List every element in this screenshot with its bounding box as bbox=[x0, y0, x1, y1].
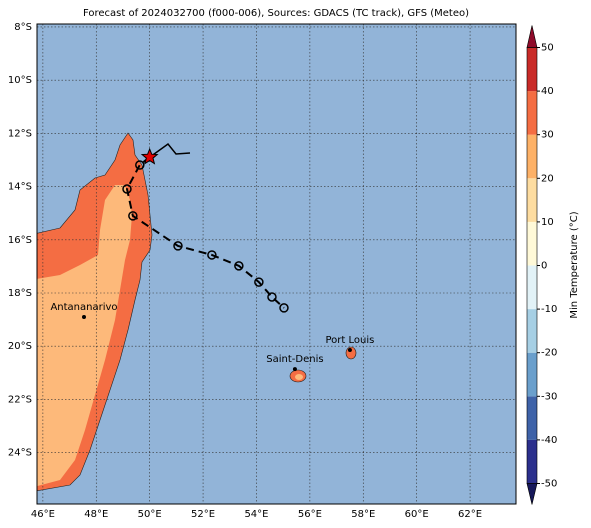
colorbar-band bbox=[527, 265, 537, 310]
y-tick-label: 18°S bbox=[8, 288, 32, 299]
place-dot bbox=[347, 347, 352, 352]
x-tick-label: 58°E bbox=[351, 509, 375, 520]
y-tick-label: 10°S bbox=[8, 75, 32, 86]
place-label: Port Louis bbox=[326, 335, 375, 346]
y-tick-label: 20°S bbox=[8, 341, 32, 352]
colorbar-tick-label: 0 bbox=[541, 261, 547, 272]
land bbox=[37, 132, 357, 492]
track-point bbox=[234, 261, 244, 271]
track-point bbox=[173, 241, 183, 251]
track-point bbox=[207, 250, 217, 260]
colorbar-tick-label: -10 bbox=[541, 304, 557, 315]
colorbar-under bbox=[526, 483, 538, 505]
y-tick-label: 14°S bbox=[8, 182, 32, 193]
colorbar-band bbox=[527, 309, 537, 353]
colorbar-band bbox=[527, 134, 537, 179]
colorbar-band bbox=[527, 352, 537, 397]
x-tick-label: 54°E bbox=[244, 509, 268, 520]
current-position bbox=[140, 147, 159, 165]
colorbar-tick-label: 10 bbox=[541, 217, 554, 228]
colorbar-over bbox=[526, 25, 538, 48]
colorbar-tick-label: 40 bbox=[541, 86, 554, 97]
x-tick-label: 46°E bbox=[31, 509, 55, 520]
colorbar-band bbox=[527, 439, 537, 484]
place-label: Antananarivo bbox=[50, 302, 117, 313]
colorbar-tick-label: 20 bbox=[541, 173, 554, 184]
forecast-track bbox=[125, 156, 285, 309]
colorbar-tick-label: 50 bbox=[541, 43, 554, 54]
colorbar-tick-label: -20 bbox=[541, 348, 557, 359]
place-label: Saint-Denis bbox=[266, 354, 323, 365]
colorbar-tick-label: -30 bbox=[541, 391, 557, 402]
colorbar-band bbox=[527, 396, 537, 440]
reunion-inner bbox=[295, 374, 303, 380]
colorbar-band bbox=[527, 91, 537, 135]
past-track bbox=[149, 142, 191, 158]
colorbar-band bbox=[527, 221, 537, 266]
title: Forecast of 2024032700 (f000-006), Sourc… bbox=[83, 8, 469, 19]
y-tick-label: 8°S bbox=[14, 22, 32, 33]
x-tick-label: 56°E bbox=[298, 509, 322, 520]
y-tick-label: 16°S bbox=[8, 235, 32, 246]
track-point bbox=[267, 292, 277, 302]
place-dot bbox=[292, 367, 297, 372]
track-point bbox=[135, 160, 145, 170]
track-point bbox=[254, 277, 264, 287]
y-tick-label: 12°S bbox=[8, 128, 32, 139]
y-tick-label: 22°S bbox=[8, 394, 32, 405]
x-tick-label: 50°E bbox=[138, 509, 162, 520]
colorbar-tick-label: 30 bbox=[541, 130, 554, 141]
track-point bbox=[122, 184, 132, 194]
colorbar-band bbox=[527, 178, 537, 222]
x-tick-label: 62°E bbox=[458, 509, 482, 520]
colorbar-tick-label: -40 bbox=[541, 435, 557, 446]
colorbar-band bbox=[527, 47, 537, 92]
colorbar-label: Min Temperature (°C) bbox=[569, 211, 580, 318]
place-dot bbox=[81, 314, 86, 319]
x-tick-label: 48°E bbox=[84, 509, 108, 520]
track-point bbox=[128, 211, 138, 221]
y-tick-label: 24°S bbox=[8, 448, 32, 459]
x-tick-label: 60°E bbox=[405, 509, 429, 520]
track-point bbox=[279, 303, 289, 313]
madagascar-inner bbox=[37, 185, 132, 487]
map-frame bbox=[36, 23, 517, 505]
x-tick-label: 52°E bbox=[191, 509, 215, 520]
colorbar-tick-label: -50 bbox=[541, 479, 557, 490]
